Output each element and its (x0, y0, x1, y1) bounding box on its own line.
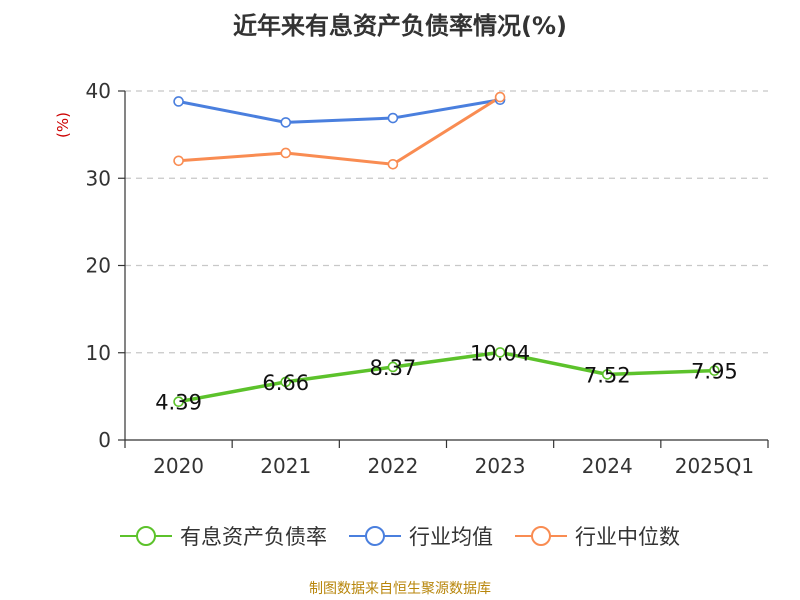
y-tick-label: 40 (86, 79, 111, 103)
series-line-1 (178, 98, 501, 124)
data-label: 4.39 (155, 391, 202, 415)
data-point (280, 376, 292, 388)
data-point (494, 347, 506, 358)
data-points (173, 91, 720, 407)
legend: 有息资产负债率 行业均值 行业中位数 (0, 520, 800, 552)
data-point (387, 112, 399, 124)
legend-marker-industry-avg (349, 526, 401, 546)
data-point (173, 96, 184, 107)
legend-label-debt-ratio: 有息资产负债率 (180, 525, 327, 549)
data-point (387, 361, 399, 373)
data-point (173, 155, 184, 167)
series-line-0 (178, 350, 715, 404)
chart-title: 近年来有息资产负债率情况(%) (233, 12, 567, 40)
legend-item-debt-ratio[interactable]: 有息资产负债率 (120, 521, 327, 551)
legend-label-industry-avg: 行业均值 (409, 525, 493, 549)
y-axis-label: (%) (54, 112, 72, 138)
data-label: 7.52 (584, 363, 631, 387)
legend-item-industry-avg[interactable]: 行业均值 (349, 521, 493, 551)
grid-lines (125, 90, 768, 354)
x-tick-label: 2025Q1 (675, 454, 754, 478)
legend-marker-industry-median (515, 526, 567, 546)
data-point (173, 396, 184, 407)
y-tick-label: 0 (98, 428, 111, 452)
data-point (387, 158, 399, 170)
data-label: 8.37 (370, 356, 417, 380)
y-tick-label: 20 (86, 254, 111, 278)
legend-label-industry-median: 行业中位数 (575, 525, 680, 549)
x-tick-label: 2024 (582, 454, 633, 478)
data-label: 10.04 (470, 341, 530, 365)
legend-marker-debt-ratio (120, 526, 172, 546)
x-tick-label: 2022 (367, 454, 418, 478)
series-line-2 (178, 95, 501, 166)
data-source: 制图数据来自恒生聚源数据库 (309, 581, 491, 597)
data-label: 7.95 (691, 360, 738, 384)
data-point (280, 147, 292, 159)
data-point (280, 117, 292, 128)
x-tick-label: 2021 (260, 454, 311, 478)
series-lines (178, 95, 715, 404)
data-point (494, 91, 506, 103)
y-tick-label: 10 (86, 341, 111, 365)
x-tick-label: 2020 (153, 454, 204, 478)
data-point (601, 369, 613, 380)
data-labels: 4.39 6.66 8.37 10.04 7.52 7.95 (155, 341, 738, 414)
data-label: 6.66 (262, 371, 309, 395)
axes: 0 10 20 30 40 (%) 2020 2021 2022 2023 2024 2025Q1 (54, 79, 769, 478)
y-tick-label: 30 (86, 166, 111, 190)
x-tick-label: 2023 (475, 454, 526, 478)
legend-item-industry-median[interactable]: 行业中位数 (515, 521, 680, 551)
data-point (709, 365, 720, 376)
